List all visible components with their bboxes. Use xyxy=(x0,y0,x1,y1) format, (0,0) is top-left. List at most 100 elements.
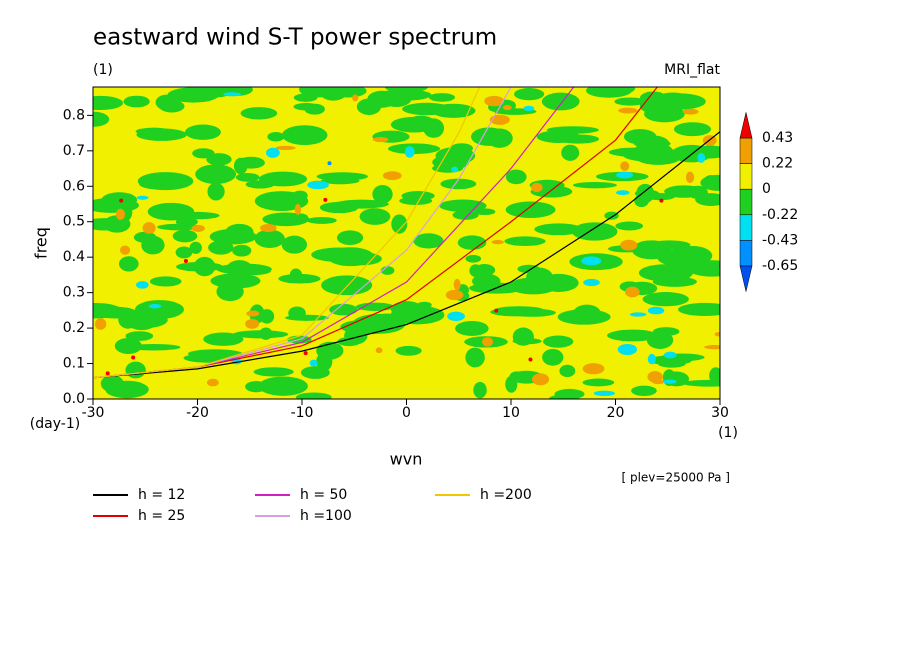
contour-fill xyxy=(709,367,720,385)
contour-fill xyxy=(207,182,225,201)
contour-fill xyxy=(440,178,477,190)
contour-fill xyxy=(223,92,242,97)
y-unit: (day-1) xyxy=(30,416,80,432)
contour-fill xyxy=(473,381,487,399)
y-tick-label: 0.0 xyxy=(63,391,85,407)
contour-fill xyxy=(469,264,482,277)
contour-fill xyxy=(327,161,332,166)
contour-fill xyxy=(704,344,720,350)
contour-fill xyxy=(118,309,138,329)
colorbar-label: -0.43 xyxy=(762,232,798,248)
contour-fill xyxy=(494,308,499,313)
contour-fill xyxy=(388,143,441,155)
contour-fill xyxy=(623,129,657,145)
contour-fill xyxy=(105,371,110,376)
contour-fill xyxy=(157,223,201,231)
contour-fill xyxy=(435,147,476,165)
contour-fill xyxy=(135,281,149,289)
contour-fill xyxy=(294,203,301,215)
contour-fill xyxy=(678,302,720,317)
x-tick-label: -10 xyxy=(291,405,314,421)
contour-fill xyxy=(245,180,275,189)
contour-fill xyxy=(514,88,545,101)
contour-fill xyxy=(465,347,485,368)
contour-fill xyxy=(175,262,224,272)
contour-fill xyxy=(404,146,415,158)
contour-fill xyxy=(682,379,720,387)
contour-fill xyxy=(531,373,550,386)
contour-fill xyxy=(465,254,482,263)
contour-fill xyxy=(320,177,360,185)
contour-fill xyxy=(206,153,232,166)
contour-fill xyxy=(484,95,505,107)
contour-fill xyxy=(183,259,188,264)
colorbar-top xyxy=(739,112,753,139)
contour-fill xyxy=(342,252,382,266)
contour-fill xyxy=(486,128,513,148)
contour-fill xyxy=(260,223,277,233)
contour-fill xyxy=(210,273,261,289)
contour-fill xyxy=(281,125,328,145)
contour-fill xyxy=(682,108,699,115)
contour-fill xyxy=(687,185,708,199)
colorbar-label: 0.22 xyxy=(762,156,793,172)
contour-fill xyxy=(100,374,124,393)
contour-fill xyxy=(355,302,395,311)
contour-fill xyxy=(582,363,605,375)
contour-fill xyxy=(226,260,253,277)
contour-fill xyxy=(647,306,665,315)
colorbar-label: -0.22 xyxy=(762,207,798,223)
colorbar-label: -0.65 xyxy=(762,258,798,274)
contour-fill xyxy=(118,256,139,272)
y-tick-label: 0.8 xyxy=(63,107,85,123)
contour-fill xyxy=(125,331,154,341)
contour-field xyxy=(93,87,720,399)
colorbar-box xyxy=(739,240,753,267)
contour-fill xyxy=(391,214,408,234)
contour-fill xyxy=(141,235,165,255)
contour-fill xyxy=(615,221,644,231)
contour-fill xyxy=(625,286,640,298)
contour-fill xyxy=(697,153,706,163)
contour-fill xyxy=(259,309,275,324)
contour-fill xyxy=(528,357,533,362)
contour-fill xyxy=(505,169,527,185)
colorbar-label: 0 xyxy=(762,181,771,197)
contour-fill xyxy=(662,379,677,384)
legend-label: h = 12 xyxy=(138,487,185,503)
contour-fill xyxy=(275,145,296,151)
contour-fill xyxy=(631,385,657,396)
contour-fill xyxy=(557,134,600,144)
contour-fill xyxy=(120,245,131,255)
contour-fill xyxy=(561,144,580,161)
contour-fill xyxy=(648,240,691,250)
x-tick-label: 10 xyxy=(502,405,520,421)
contour-fill xyxy=(453,278,461,291)
contour-fill xyxy=(293,102,319,111)
y-tick-label: 0.7 xyxy=(63,143,85,159)
contour-fill xyxy=(254,191,309,211)
contour-fill xyxy=(642,292,689,307)
contour-fill xyxy=(115,208,125,220)
contour-fill xyxy=(542,348,564,366)
contour-fill xyxy=(673,122,711,137)
contour-fill xyxy=(607,329,659,342)
contour-fill xyxy=(340,319,396,335)
contour-fill xyxy=(657,248,709,267)
dispersion-curve xyxy=(93,131,720,379)
contour-fill xyxy=(543,335,574,348)
contour-fill xyxy=(240,107,278,120)
contour-fill xyxy=(254,229,285,249)
contour-fill xyxy=(93,95,124,111)
contour-fill xyxy=(372,184,393,204)
contour-fill xyxy=(508,277,558,295)
contour-fill xyxy=(303,351,308,356)
contour-fill xyxy=(159,99,185,113)
legend-label: h = 50 xyxy=(300,487,347,503)
contour-fill xyxy=(652,276,697,287)
contour-fill xyxy=(573,304,601,321)
x-tick-label: 20 xyxy=(607,405,625,421)
contour-fill xyxy=(413,233,444,249)
contour-fill xyxy=(187,349,243,359)
model-label: MRI_flat xyxy=(664,62,720,78)
